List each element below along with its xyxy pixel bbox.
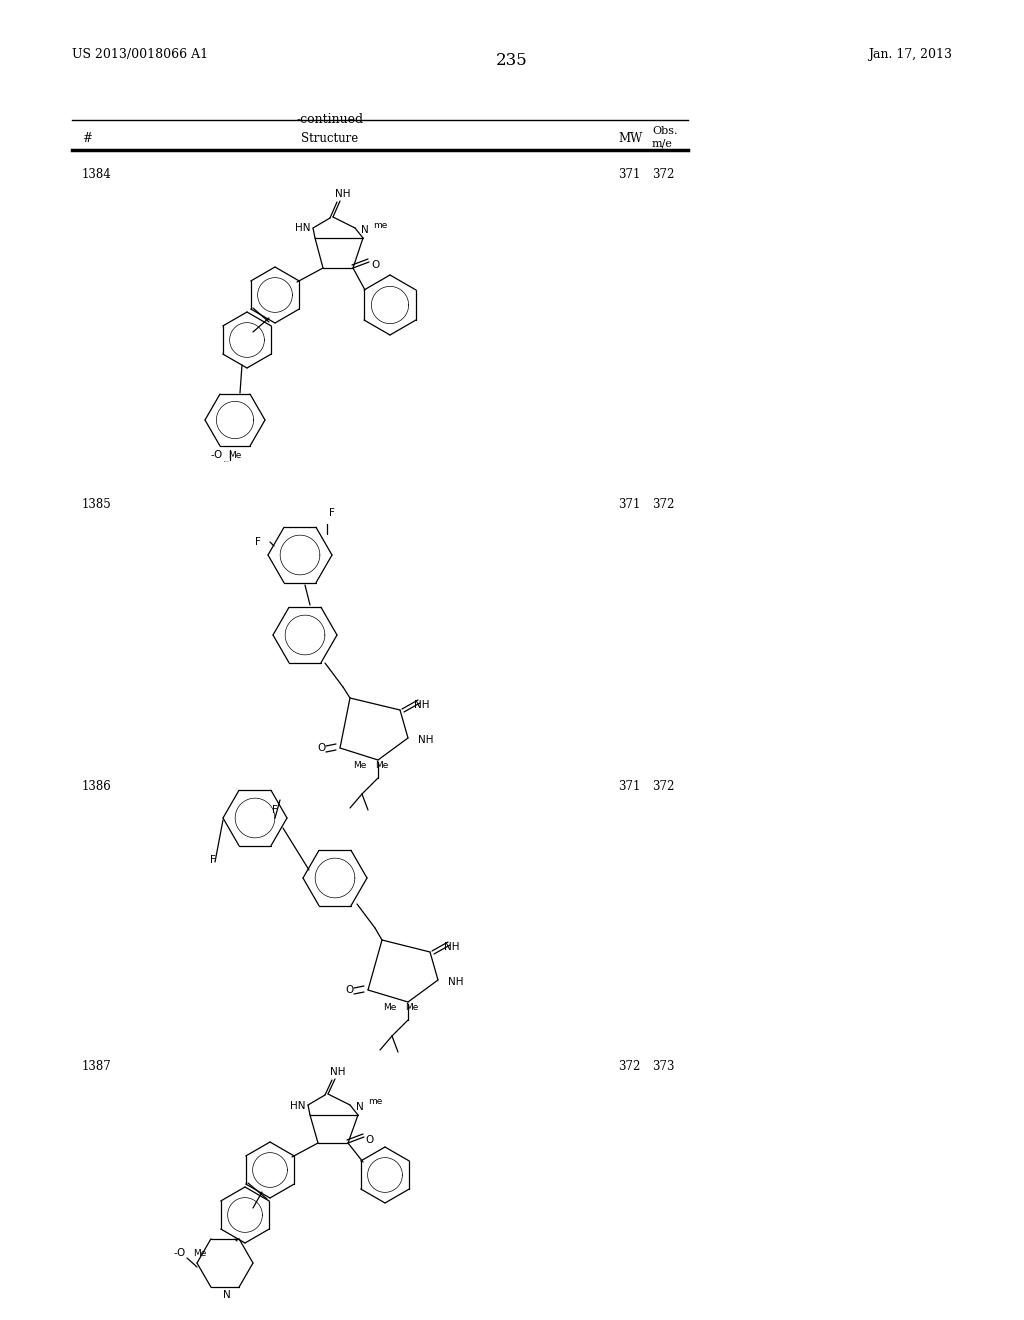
Text: Obs.: Obs. [652, 125, 678, 136]
Text: O: O [371, 260, 379, 271]
Text: Structure: Structure [301, 132, 358, 145]
Text: Me: Me [353, 762, 367, 771]
Text: Jan. 17, 2013: Jan. 17, 2013 [868, 48, 952, 61]
Text: NH: NH [335, 189, 351, 199]
Text: me: me [368, 1097, 382, 1106]
Text: N: N [223, 1290, 230, 1300]
Text: 371: 371 [618, 498, 640, 511]
Text: 1384: 1384 [82, 168, 112, 181]
Text: MW: MW [618, 132, 642, 145]
Text: F: F [255, 537, 261, 546]
Text: F: F [210, 855, 216, 865]
Text: 373: 373 [652, 1060, 675, 1073]
Text: O: O [346, 985, 354, 995]
Text: -O: -O [211, 450, 223, 459]
Text: m/e: m/e [652, 139, 673, 148]
Text: -O: -O [174, 1247, 186, 1258]
Text: Me: Me [383, 1003, 396, 1012]
Text: F: F [329, 508, 335, 517]
Text: #: # [82, 132, 92, 145]
Text: Me: Me [376, 762, 389, 771]
Text: Me: Me [406, 1003, 419, 1012]
Text: Me: Me [194, 1249, 207, 1258]
Text: 1386: 1386 [82, 780, 112, 793]
Text: F: F [272, 805, 278, 814]
Text: NH: NH [449, 977, 464, 987]
Text: 371: 371 [618, 780, 640, 793]
Text: NH: NH [415, 700, 430, 710]
Text: 1387: 1387 [82, 1060, 112, 1073]
Text: Me: Me [228, 450, 242, 459]
Text: NH: NH [444, 942, 460, 952]
Text: 372: 372 [652, 168, 675, 181]
Text: O: O [366, 1135, 374, 1144]
Text: 372: 372 [618, 1060, 640, 1073]
Text: N: N [356, 1102, 364, 1111]
Text: 1385: 1385 [82, 498, 112, 511]
Text: NH: NH [418, 735, 434, 744]
Text: O: O [317, 743, 326, 752]
Text: 372: 372 [652, 780, 675, 793]
Text: -continued: -continued [296, 114, 364, 125]
Text: HN: HN [295, 223, 310, 234]
Text: me: me [373, 220, 387, 230]
Text: NH: NH [331, 1067, 346, 1077]
Text: 371: 371 [618, 168, 640, 181]
Text: N: N [361, 224, 369, 235]
Text: HN: HN [290, 1101, 306, 1111]
Text: US 2013/0018066 A1: US 2013/0018066 A1 [72, 48, 208, 61]
Text: 235: 235 [496, 51, 528, 69]
Text: 372: 372 [652, 498, 675, 511]
